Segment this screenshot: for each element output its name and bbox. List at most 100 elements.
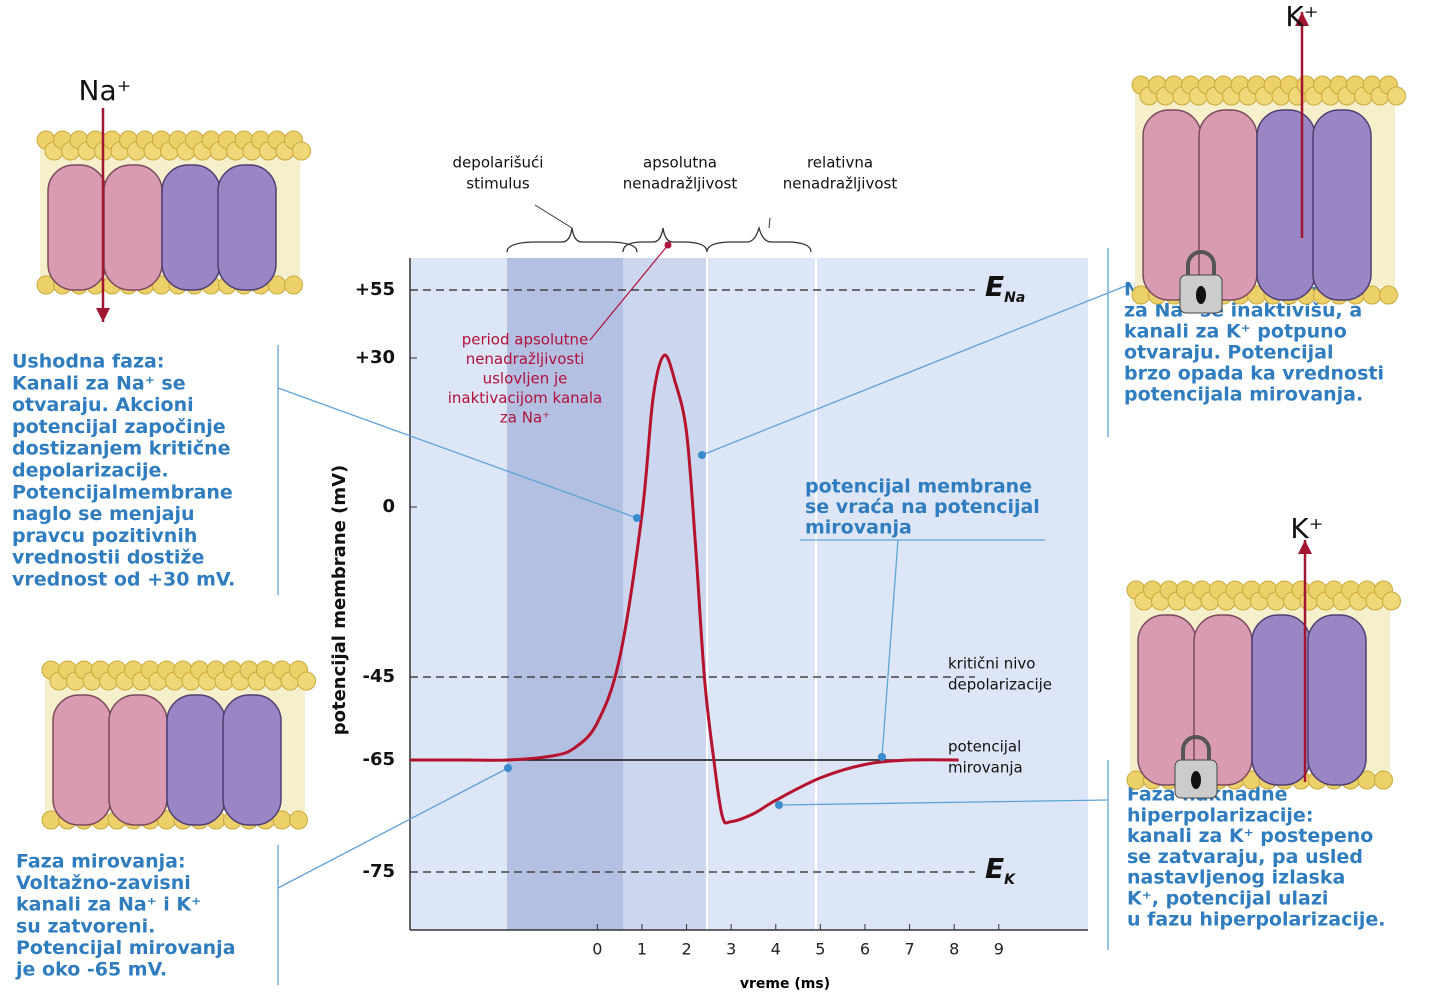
x-tick-label: 1 (637, 940, 647, 959)
y-tick-label: +55 (355, 279, 395, 300)
subunit (1142, 109, 1202, 301)
callout-text: je oko -65 mV. (15, 959, 167, 981)
absolute-band (623, 258, 707, 930)
callout-text: kanali za K⁺ potpuno (1124, 321, 1347, 343)
subunit (161, 164, 221, 291)
phase-label: nenadražljivost (623, 175, 738, 193)
return-note: potencijal membrane (805, 476, 1032, 498)
subunit (1312, 109, 1372, 301)
note-pointer (589, 244, 669, 341)
symbol: E (985, 270, 1004, 303)
subunit (47, 164, 107, 291)
callout-text: kanali za K⁺ postepeno (1127, 825, 1373, 847)
lipid-head (1382, 591, 1401, 611)
phase-label: relativna (807, 154, 873, 172)
lipid-head (297, 671, 316, 691)
potential-curve (409, 353, 959, 825)
callout-text: dostizanjem kritične (12, 438, 231, 460)
reference-label: kritični nivo (948, 655, 1036, 673)
reference-label: depolarizacije (948, 676, 1052, 694)
arrow-head (1298, 540, 1312, 554)
note-dot (664, 241, 672, 249)
x-tick-label: 0 (592, 940, 602, 959)
callout-dot (504, 764, 512, 772)
phase-label: stimulus (466, 175, 530, 193)
phase-label: apsolutna (643, 154, 717, 172)
callout-text: pravcu pozitivnih (12, 525, 197, 547)
callout-text: potencijal započinje (12, 416, 226, 438)
subunit (1256, 109, 1316, 301)
lipid-head (1387, 86, 1406, 106)
callout-text: Faza mirovanja: (16, 851, 186, 873)
subscript: Na (1004, 290, 1025, 306)
ion-channel (36, 130, 311, 295)
callout-text: kanali za Na⁺ i K⁺ (16, 894, 201, 916)
subscript: K (1004, 872, 1016, 888)
gate-loop (1186, 250, 1216, 275)
subunit (103, 164, 163, 291)
callout-lines (277, 248, 1129, 985)
x-tick-label: 6 (860, 940, 870, 959)
subunit (1307, 614, 1367, 786)
return-note: se vraća na potencijal (805, 496, 1040, 518)
subunit (1198, 109, 1258, 301)
callout-text: brzo opada ka vrednosti (1124, 363, 1384, 385)
callout-text: hiperpolarizacije: (1127, 804, 1313, 826)
callout-dot (633, 514, 641, 522)
lipid-head (1374, 770, 1393, 790)
callout-text: otvaraju. Akcioni (12, 394, 194, 416)
ion-channel (1131, 75, 1406, 314)
callout-text: u fazu hiperpolarizacije. (1127, 908, 1385, 930)
callout-text: potencijala mirovanja. (1124, 384, 1363, 406)
y-tick-label: 0 (382, 496, 395, 517)
x-tick-label: 8 (949, 940, 959, 959)
refractory-note: period apsolutne (462, 331, 589, 349)
refractory-note: uslovljen je (483, 370, 568, 388)
x-tick-label: 4 (771, 940, 781, 959)
x-tick-label: 5 (815, 940, 825, 959)
refractory-note: inaktivacijom kanala (448, 389, 602, 407)
x-tick-label: 9 (994, 940, 1004, 959)
ion-label: Na⁺ (79, 74, 132, 107)
callout-text: Potencijalmembrane (12, 481, 233, 503)
x-tick-label: 2 (681, 940, 691, 959)
arrow-head (96, 308, 110, 322)
callout-dot (698, 451, 706, 459)
stimulus-band (507, 258, 623, 930)
gate-hole (1196, 286, 1206, 304)
callout-dot (775, 801, 783, 809)
y-tick-label: -45 (362, 666, 395, 687)
callout-text: vrednost od +30 mV. (12, 569, 235, 591)
phase-braces (506, 225, 812, 253)
reference-label: ENa (985, 270, 1025, 306)
callout-text: nastavljenog izlaska (1127, 867, 1345, 889)
refractory-note: za Na⁺ (500, 409, 550, 427)
callout-text: se zatvaraju, pa usled (1127, 846, 1363, 868)
callout-text: Kanali za Na⁺ se (12, 372, 186, 394)
x-tick-label: 3 (726, 940, 736, 959)
refractory-note: nenadražljivosti (466, 350, 585, 368)
ion-label: K⁺ (1290, 512, 1323, 545)
x-tick-label: 7 (904, 940, 914, 959)
subunit (166, 694, 226, 826)
ion-channel (1126, 580, 1401, 799)
callout-text: vrednostii dostiže (12, 547, 204, 569)
callout-text: K⁺, potencijal ulazi (1127, 888, 1328, 910)
callout-text: naglo se menjaju (12, 503, 195, 525)
y-axis-label: potencijal membrane (mV) (329, 465, 350, 736)
gate-hole (1191, 771, 1201, 789)
x-axis-label: vreme (ms) (740, 976, 830, 992)
callout-dot (878, 753, 886, 761)
subunit (52, 694, 112, 826)
subunit (1251, 614, 1311, 786)
reference-label: mirovanja (948, 759, 1023, 777)
arrow-head (1295, 12, 1309, 26)
return-note: mirovanja (805, 517, 912, 539)
callout-text: Potencijal mirovanja (16, 937, 236, 959)
callout-text: su zatvoreni. (16, 915, 155, 937)
phase-label: depolarišući (453, 154, 544, 172)
lipid-head (1379, 285, 1398, 305)
y-tick-label: +30 (355, 347, 395, 368)
subunit (108, 694, 168, 826)
